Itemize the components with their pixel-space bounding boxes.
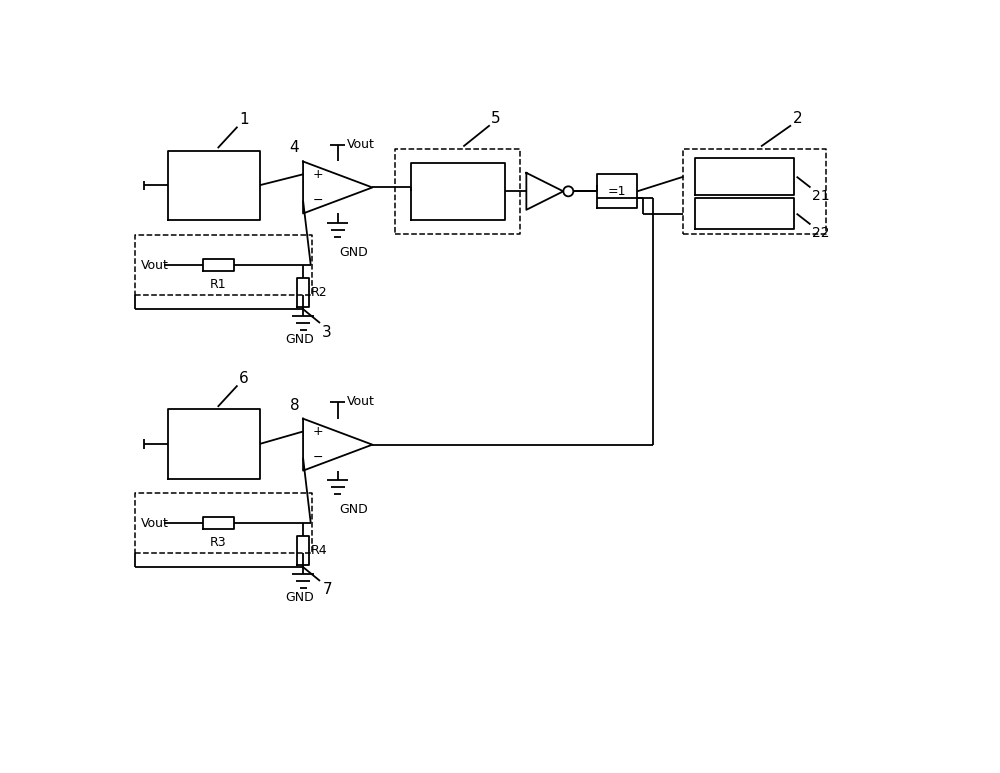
Text: 8: 8: [290, 397, 299, 413]
Text: R1: R1: [210, 278, 227, 291]
Text: 2: 2: [793, 111, 802, 126]
Text: R3: R3: [210, 536, 227, 549]
Text: Vout: Vout: [141, 516, 169, 530]
Text: Vout: Vout: [347, 138, 375, 151]
Text: 3: 3: [322, 325, 332, 339]
Text: +: +: [313, 168, 324, 181]
Text: GND: GND: [339, 246, 368, 259]
Text: Vout: Vout: [347, 395, 375, 408]
Text: −: −: [313, 451, 324, 465]
Text: GND: GND: [285, 591, 314, 604]
Text: 1: 1: [239, 112, 249, 128]
Text: 7: 7: [322, 583, 332, 598]
Text: 5: 5: [491, 111, 501, 126]
Text: GND: GND: [339, 503, 368, 516]
Text: Vout: Vout: [141, 259, 169, 272]
Text: 22: 22: [812, 226, 830, 240]
Text: 6: 6: [239, 371, 249, 386]
Text: =1: =1: [608, 185, 626, 198]
Text: +: +: [313, 425, 324, 438]
Text: 4: 4: [290, 141, 299, 155]
Text: −: −: [313, 194, 324, 207]
Text: 21: 21: [812, 189, 830, 203]
Text: R4: R4: [311, 543, 327, 557]
Text: R2: R2: [311, 286, 327, 298]
Text: GND: GND: [285, 333, 314, 346]
